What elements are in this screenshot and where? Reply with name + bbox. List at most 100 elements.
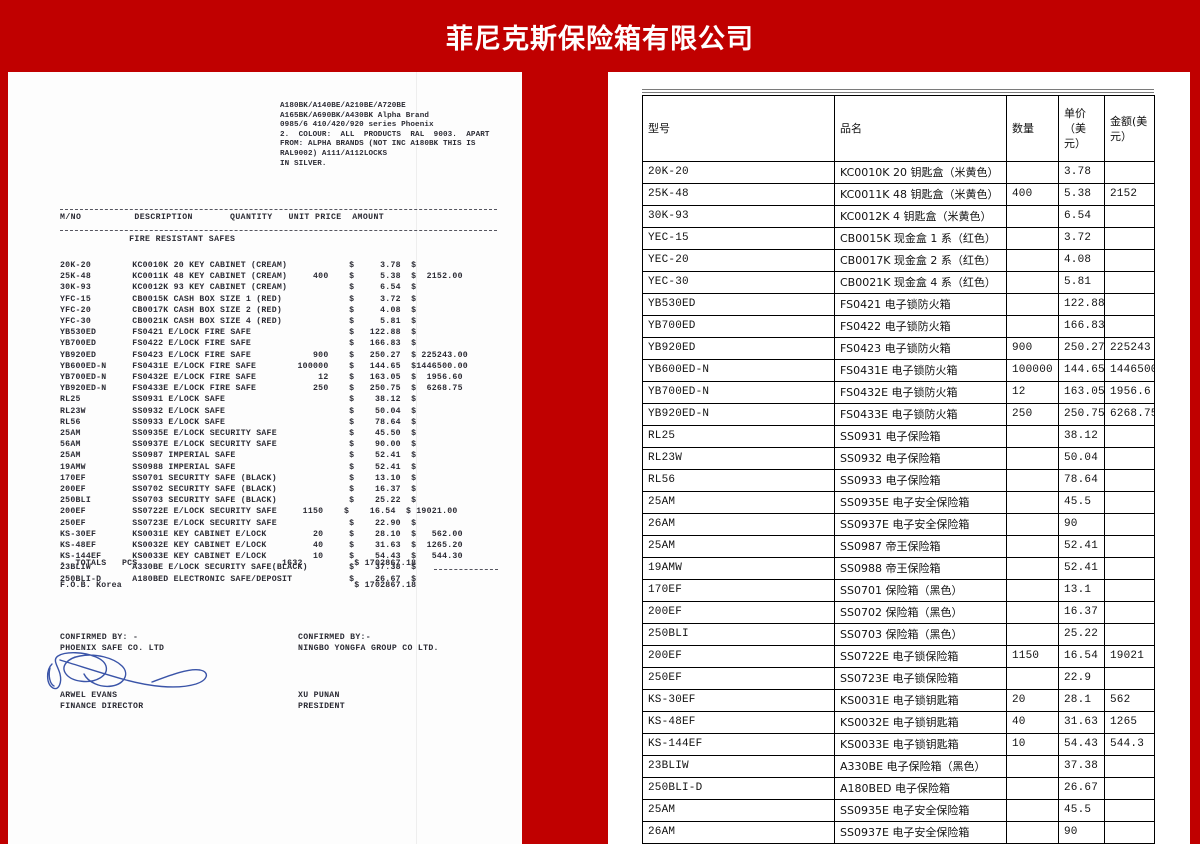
cell-qty xyxy=(1006,799,1059,822)
cell-qty xyxy=(1006,447,1059,470)
cell-amount: 562 xyxy=(1104,689,1155,712)
cell-name: SS0932 电子保险箱 xyxy=(834,447,1007,470)
table-row: 250BLI SS0703 保险箱（黑色） 25.22 xyxy=(642,623,1155,646)
cell-model: KS-30EF xyxy=(642,689,835,712)
cell-unit-price: 6.54 xyxy=(1058,205,1105,228)
signer-buyer: XU PUNAN PRESIDENT xyxy=(298,691,345,712)
cell-amount: 1956.6 xyxy=(1104,381,1155,404)
cell-qty xyxy=(1006,227,1059,250)
table-row: 200EF SS0722E 电子锁保险箱 1150 16.54 19021 xyxy=(642,645,1155,668)
table-row: 26AM SS0937E 电子安全保险箱 90 xyxy=(642,513,1155,536)
cell-model: 200EF xyxy=(642,601,835,624)
cell-name: FS0423 电子锁防火箱 xyxy=(834,337,1007,360)
cell-model: RL56 xyxy=(642,469,835,492)
cell-qty xyxy=(1006,249,1059,272)
cell-unit-price: 5.38 xyxy=(1058,183,1105,206)
cell-amount xyxy=(1104,447,1155,470)
cell-qty xyxy=(1006,777,1059,800)
cell-unit-price: 16.37 xyxy=(1058,601,1105,624)
cell-unit-price: 50.04 xyxy=(1058,447,1105,470)
cell-model: YB920ED xyxy=(642,337,835,360)
table-row: 25AM SS0987 帝王保险箱 52.41 xyxy=(642,535,1155,558)
cell-unit-price: 25.22 xyxy=(1058,623,1105,646)
cell-model: 200EF xyxy=(642,645,835,668)
cell-qty: 250 xyxy=(1006,403,1059,426)
cell-model: 250BLI-D xyxy=(642,777,835,800)
cell-amount xyxy=(1104,315,1155,338)
table-row: 26AM SS0937E 电子安全保险箱 90 xyxy=(642,821,1155,844)
table-row: RL56 SS0933 电子保险箱 78.64 xyxy=(642,469,1155,492)
table-row: YB920ED-N FS0433E 电子锁防火箱 250 250.75 6268.75 xyxy=(642,403,1155,426)
cell-qty xyxy=(1006,205,1059,228)
cell-amount xyxy=(1104,469,1155,492)
cell-unit-price: 37.38 xyxy=(1058,755,1105,778)
cell-amount xyxy=(1104,227,1155,250)
cell-name: SS0703 保险箱（黑色） xyxy=(834,623,1007,646)
product-table: 型号 品名 数量 单价（美元） 金额(美元） 20K-20 KC0010K 20 … xyxy=(642,95,1155,844)
cell-name: SS0988 帝王保险箱 xyxy=(834,557,1007,580)
page-banner: 菲尼克斯保险箱有限公司 xyxy=(0,0,1200,72)
table-row: 25AM SS0935E 电子安全保险箱 45.5 xyxy=(642,799,1155,822)
cell-model: KS-144EF xyxy=(642,733,835,756)
cell-unit-price: 250.75 xyxy=(1058,403,1105,426)
product-note-block: A180BK/A140BE/A210BE/A720BE A165BK/A690B… xyxy=(280,102,490,168)
cell-amount xyxy=(1104,601,1155,624)
cell-unit-price: 52.41 xyxy=(1058,557,1105,580)
cell-name: SS0935E 电子安全保险箱 xyxy=(834,491,1007,514)
confirmed-by-seller: CONFIRMED BY: - PHOENIX SAFE CO. LTD xyxy=(60,633,165,654)
product-table-head: 型号 品名 数量 单价（美元） 金额(美元） xyxy=(642,95,1155,162)
table-row: YB530ED FS0421 电子锁防火箱 122.88 xyxy=(642,293,1155,316)
table-row: YB920ED FS0423 电子锁防火箱 900 250.27 225243 xyxy=(642,337,1155,360)
cell-amount xyxy=(1104,293,1155,316)
cell-name: A330BE 电子保险箱（黑色） xyxy=(834,755,1007,778)
cell-amount: 2152 xyxy=(1104,183,1155,206)
cell-unit-price: 3.78 xyxy=(1058,161,1105,184)
cell-name: CB0015K 现金盒 1 系（红色） xyxy=(834,227,1007,250)
table-row: 25AM SS0935E 电子安全保险箱 45.5 xyxy=(642,491,1155,514)
cell-name: FS0431E 电子锁防火箱 xyxy=(834,359,1007,382)
cell-unit-price: 166.83 xyxy=(1058,315,1105,338)
cell-amount xyxy=(1104,667,1155,690)
cell-amount xyxy=(1104,799,1155,822)
cell-name: FS0421 电子锁防火箱 xyxy=(834,293,1007,316)
cell-amount xyxy=(1104,425,1155,448)
cell-name: KS0032E 电子锁钥匙箱 xyxy=(834,711,1007,734)
totals-underline xyxy=(434,569,498,570)
invoice-section-title: FIRE RESISTANT SAFES xyxy=(60,235,236,244)
invoice-totals: - TOTALS PCS 1632 $ 1702867.18 F.O.B. Ko… xyxy=(60,559,417,591)
cell-model: 19AMW xyxy=(642,557,835,580)
cell-amount: 225243 xyxy=(1104,337,1155,360)
invoice-column-header: M/NO DESCRIPTION QUANTITY UNIT PRICE AMO… xyxy=(60,213,385,222)
cell-qty xyxy=(1006,821,1059,844)
cell-qty xyxy=(1006,667,1059,690)
table-row: 23BLIW A330BE 电子保险箱（黑色） 37.38 xyxy=(642,755,1155,778)
cell-unit-price: 78.64 xyxy=(1058,469,1105,492)
cell-amount: 6268.75 xyxy=(1104,403,1155,426)
cell-qty xyxy=(1006,425,1059,448)
cell-unit-price: 26.67 xyxy=(1058,777,1105,800)
table-row: 25K-48 KC0011K 48 钥匙盒（米黄色） 400 5.38 2152 xyxy=(642,183,1155,206)
cell-model: 25AM xyxy=(642,535,835,558)
cell-name: KS0031E 电子锁钥匙箱 xyxy=(834,689,1007,712)
cell-model: KS-48EF xyxy=(642,711,835,734)
cell-model: 26AM xyxy=(642,821,835,844)
cell-name: FS0422 电子锁防火箱 xyxy=(834,315,1007,338)
cell-amount xyxy=(1104,205,1155,228)
table-row: KS-48EF KS0032E 电子锁钥匙箱 40 31.63 1265 xyxy=(642,711,1155,734)
cell-name: KC0012K 4 钥匙盒（米黄色） xyxy=(834,205,1007,228)
cell-amount xyxy=(1104,535,1155,558)
cell-unit-price: 3.72 xyxy=(1058,227,1105,250)
table-row: 30K-93 KC0012K 4 钥匙盒（米黄色） 6.54 xyxy=(642,205,1155,228)
scanned-invoice-panel: A180BK/A140BE/A210BE/A720BE A165BK/A690B… xyxy=(8,72,522,844)
cell-unit-price: 52.41 xyxy=(1058,535,1105,558)
cell-qty xyxy=(1006,535,1059,558)
cell-unit-price: 38.12 xyxy=(1058,425,1105,448)
cell-qty xyxy=(1006,513,1059,536)
cell-qty xyxy=(1006,469,1059,492)
cell-name: KC0010K 20 钥匙盒（米黄色） xyxy=(834,161,1007,184)
cell-model: YEC-30 xyxy=(642,271,835,294)
cell-unit-price: 22.9 xyxy=(1058,667,1105,690)
cell-amount xyxy=(1104,161,1155,184)
cell-unit-price: 122.88 xyxy=(1058,293,1105,316)
cell-amount: 1265 xyxy=(1104,711,1155,734)
